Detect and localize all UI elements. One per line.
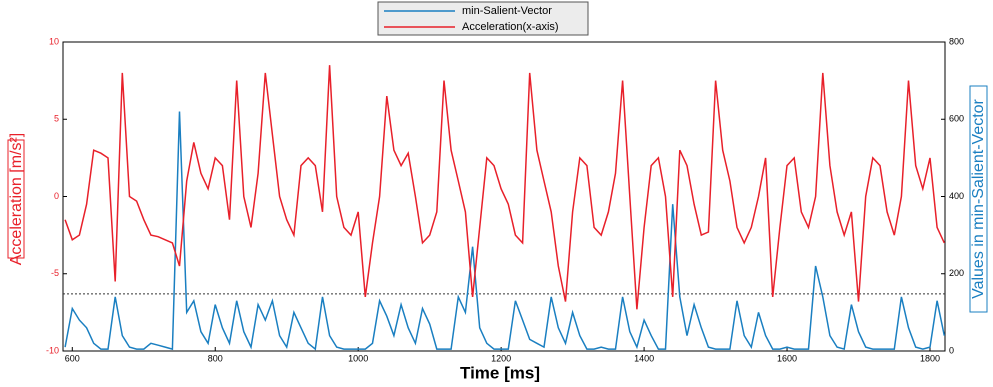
y2-axis-label: Values in min-Salient-Vector bbox=[970, 98, 987, 298]
y2-tick-label: 400 bbox=[949, 191, 964, 201]
x-tick-label: 600 bbox=[65, 353, 80, 363]
x-axis-label: Time [ms] bbox=[460, 363, 540, 382]
y-tick-label: 10 bbox=[49, 36, 59, 46]
x-tick-label: 800 bbox=[208, 353, 223, 363]
ylabel-box bbox=[7, 139, 25, 259]
y-tick-label: 5 bbox=[54, 114, 59, 124]
y2-tick-label: 600 bbox=[949, 114, 964, 124]
x-tick-label: 1200 bbox=[491, 353, 511, 363]
y-tick-label: 0 bbox=[54, 191, 59, 201]
y-tick-label: -5 bbox=[51, 268, 59, 278]
y-tick-label: -10 bbox=[46, 345, 59, 355]
x-tick-label: 1600 bbox=[777, 353, 797, 363]
y2-tick-label: 200 bbox=[949, 268, 964, 278]
series-line bbox=[64, 65, 945, 310]
series-line bbox=[64, 111, 946, 351]
legend-label: Acceleration(x-axis) bbox=[462, 21, 559, 33]
y-axis-label: Acceleration [m/s²] bbox=[8, 133, 25, 265]
x-tick-label: 1400 bbox=[634, 353, 654, 363]
legend-box bbox=[377, 1, 589, 36]
x-tick-label: 1800 bbox=[920, 353, 940, 363]
legend-label: min-Salient-Vector bbox=[462, 5, 552, 17]
y2-tick-label: 0 bbox=[949, 345, 954, 355]
y2label-box bbox=[969, 85, 988, 313]
y2-tick-label: 800 bbox=[949, 36, 964, 46]
x-tick-label: 1000 bbox=[348, 353, 368, 363]
